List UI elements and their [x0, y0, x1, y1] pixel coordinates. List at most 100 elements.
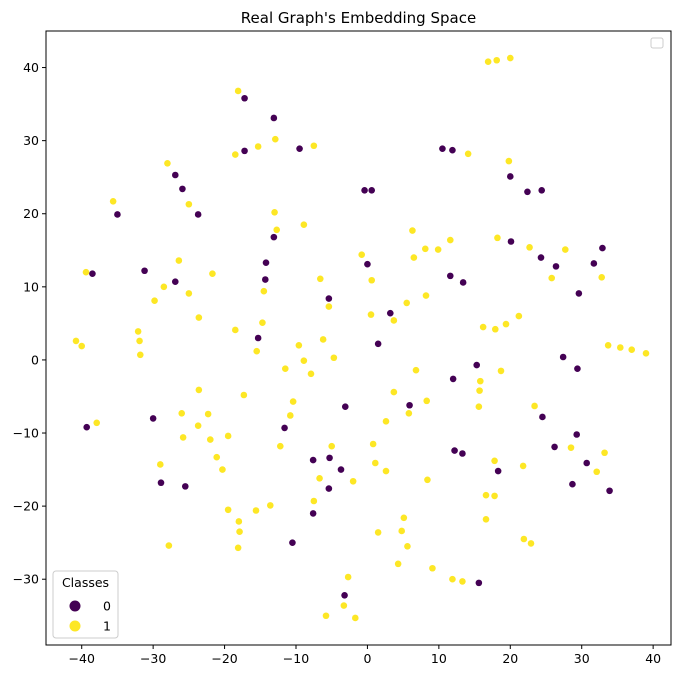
y-tick-label: 40 — [23, 60, 39, 75]
point-class-0-12 — [171, 278, 179, 286]
y-tick-label: 20 — [23, 206, 39, 221]
point-class-0-10 — [141, 267, 148, 275]
point-class-1-88 — [165, 542, 173, 549]
point-class-1-32 — [358, 251, 366, 258]
point-class-1-64 — [240, 391, 248, 399]
point-class-1-50 — [367, 311, 375, 318]
point-class-1-118 — [394, 560, 402, 568]
point-class-0-46 — [459, 450, 466, 457]
point-class-1-28 — [151, 297, 158, 305]
point-class-1-94 — [382, 467, 390, 475]
point-class-1-124 — [322, 612, 330, 620]
y-tick-label: 30 — [23, 133, 39, 148]
point-class-0-43 — [569, 480, 576, 488]
point-class-1-21 — [526, 244, 533, 251]
point-class-0-35 — [449, 375, 457, 383]
chart-title: Real Graph's Embedding Space — [241, 9, 476, 27]
point-class-1-14 — [464, 150, 472, 158]
point-class-0-34 — [473, 361, 481, 369]
point-class-0-16 — [361, 187, 368, 194]
point-class-1-67 — [286, 412, 294, 419]
point-class-0-60 — [341, 592, 348, 599]
point-class-1-87 — [234, 544, 242, 552]
point-class-1-89 — [93, 419, 101, 427]
point-class-0-54 — [281, 424, 288, 432]
plot-area-frame — [45, 30, 672, 646]
point-class-1-122 — [344, 573, 352, 581]
point-class-0-39 — [539, 413, 546, 421]
point-class-0-24 — [537, 254, 545, 261]
point-class-1-66 — [289, 398, 297, 405]
point-class-0-37 — [574, 365, 581, 373]
legend-box — [52, 570, 119, 639]
point-class-1-0 — [484, 58, 492, 65]
point-class-0-0 — [241, 94, 248, 102]
point-class-1-105 — [482, 491, 490, 499]
point-class-0-44 — [606, 487, 613, 495]
point-class-1-96 — [423, 397, 431, 405]
point-class-0-42 — [583, 459, 591, 467]
point-class-1-31 — [325, 303, 333, 310]
point-class-1-61 — [642, 350, 650, 357]
point-class-1-27 — [160, 283, 168, 291]
point-class-1-85 — [235, 518, 243, 525]
point-class-1-98 — [424, 476, 431, 484]
point-class-1-11 — [271, 208, 278, 216]
point-class-1-80 — [349, 477, 357, 485]
point-class-1-30 — [316, 275, 324, 283]
point-class-1-77 — [156, 461, 164, 468]
point-class-1-125 — [351, 614, 359, 622]
point-class-1-45 — [253, 347, 261, 355]
point-class-1-56 — [502, 320, 510, 328]
point-class-1-97 — [405, 409, 413, 417]
legend-marker-class-0 — [69, 600, 81, 612]
point-class-0-53 — [309, 510, 317, 517]
point-class-1-54 — [479, 323, 487, 331]
point-class-1-10 — [185, 200, 193, 208]
y-tick-label: 0 — [31, 352, 39, 367]
point-class-1-7 — [310, 142, 318, 150]
legend-marker-class-1 — [69, 620, 81, 632]
point-class-1-86 — [236, 528, 243, 535]
point-class-1-40 — [136, 351, 144, 359]
point-class-1-24 — [209, 270, 216, 277]
point-class-1-70 — [194, 422, 202, 430]
point-class-0-9 — [262, 259, 270, 267]
point-class-1-62 — [281, 365, 289, 373]
point-class-1-18 — [434, 246, 442, 253]
point-class-1-46 — [319, 336, 327, 343]
legend-title: Classes — [62, 575, 109, 590]
point-class-0-33 — [374, 340, 382, 348]
point-class-0-18 — [439, 145, 446, 152]
point-class-1-48 — [300, 357, 308, 364]
point-class-0-22 — [538, 187, 546, 194]
point-class-1-121 — [459, 578, 466, 585]
point-class-1-93 — [371, 459, 379, 467]
point-class-1-58 — [604, 342, 612, 349]
point-class-0-51 — [337, 466, 345, 473]
point-class-1-20 — [494, 234, 501, 242]
point-class-1-26 — [185, 290, 193, 297]
y-tick-label: −20 — [13, 499, 39, 514]
point-class-0-11 — [89, 270, 96, 277]
point-class-0-20 — [506, 173, 514, 180]
point-class-1-42 — [78, 342, 86, 350]
point-class-1-81 — [310, 497, 318, 505]
point-class-1-17 — [421, 245, 429, 253]
point-class-1-13 — [273, 226, 281, 234]
x-tick-label: 40 — [645, 651, 661, 666]
point-class-0-57 — [83, 423, 91, 431]
point-class-0-38 — [406, 401, 413, 409]
point-class-1-38 — [134, 328, 142, 335]
point-class-1-117 — [527, 540, 535, 547]
point-class-1-49 — [330, 354, 338, 362]
point-class-0-23 — [507, 238, 515, 245]
empty-legend-box — [650, 37, 664, 49]
point-class-1-101 — [475, 403, 483, 411]
point-class-0-59 — [181, 483, 189, 490]
point-class-1-83 — [252, 507, 260, 514]
point-class-1-106 — [482, 515, 490, 523]
point-class-1-123 — [340, 602, 348, 609]
point-class-1-68 — [178, 409, 186, 417]
